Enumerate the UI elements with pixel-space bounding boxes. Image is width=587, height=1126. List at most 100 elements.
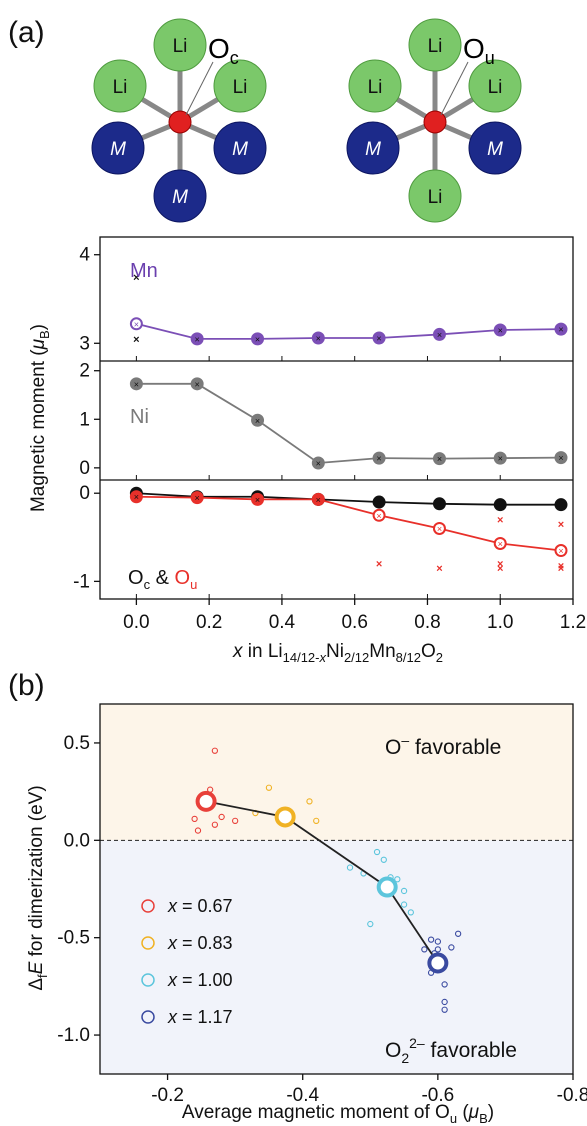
x-tick-label: -0.8	[557, 1085, 587, 1106]
li-atom-upper-left	[348, 59, 402, 113]
y-tick-label: 1	[79, 409, 90, 430]
legend-label: x = 1.17	[167, 1007, 233, 1027]
scatter-point	[211, 821, 219, 828]
panel-b-ylabel: ΔfE for dimerization (eV)	[26, 785, 50, 990]
x-tick-label: 0.6	[341, 612, 367, 633]
data-marker: ×	[558, 453, 563, 463]
mean-point	[427, 952, 449, 974]
extra-point: ×	[133, 272, 139, 284]
data-marker: ×	[255, 495, 260, 505]
legend-marker	[141, 899, 155, 913]
y-tick-label: 2	[79, 361, 90, 382]
data-point	[493, 536, 507, 550]
ou-scatter-point: ×	[497, 559, 503, 571]
o2-favorable-region	[100, 840, 573, 1074]
m-atom-lower-right	[468, 121, 522, 175]
data-marker: ×	[255, 416, 260, 426]
y-tick-label: 0	[79, 458, 90, 479]
oc-label: Oc	[208, 33, 239, 68]
data-marker: ×	[376, 498, 381, 508]
data-marker: ×	[558, 500, 563, 510]
mean-trend-line	[205, 800, 439, 964]
oxygen-atom-center	[168, 110, 192, 134]
atom-label: M	[487, 139, 503, 160]
data-point	[554, 322, 568, 336]
data-point	[129, 490, 143, 504]
scatter-point	[427, 936, 435, 943]
data-point	[129, 377, 143, 391]
ou-scatter-point: ×	[376, 559, 382, 571]
li-atom-upper-left	[93, 59, 147, 113]
y-tick-label: -0.5	[57, 928, 90, 949]
y-tick-label: -1	[73, 571, 90, 592]
data-marker: ×	[376, 511, 381, 521]
data-point	[190, 332, 204, 346]
m-atom-lower-left	[346, 121, 400, 175]
scatter-point	[191, 815, 198, 823]
scatter-point	[265, 784, 273, 791]
panel-a-frame	[99, 236, 574, 600]
scatter-point	[231, 817, 239, 824]
data-marker: ×	[195, 493, 200, 503]
data-marker: ×	[437, 330, 442, 340]
o2-favorable-label: O22– favorable	[385, 1035, 517, 1066]
li-atom-upper-right	[468, 59, 522, 113]
li-atom-top-left	[153, 18, 207, 72]
ou-scatter-point: ×	[436, 563, 442, 575]
atom-label: M	[172, 187, 188, 208]
panel-b-label: (b)	[8, 669, 45, 702]
m-atom-lower-right	[213, 121, 267, 175]
data-marker: ×	[498, 500, 503, 510]
li-atom-top	[408, 18, 462, 72]
legend-marker	[141, 936, 155, 950]
y-tick-label: -1.0	[57, 1025, 90, 1046]
scatter-point	[454, 930, 462, 937]
scatter-point	[441, 981, 448, 988]
data-point	[432, 497, 446, 511]
data-marker: ×	[134, 379, 139, 389]
scatter-point	[434, 938, 442, 945]
scatter-point	[367, 920, 374, 928]
scatter-point	[346, 864, 354, 871]
data-point	[372, 331, 386, 345]
series-line-oc	[136, 492, 561, 506]
scatter-point	[400, 887, 408, 895]
atom-label: Li	[488, 77, 503, 98]
scatter-point	[421, 946, 428, 953]
scatter-point	[441, 998, 448, 1006]
data-marker: ×	[437, 499, 442, 509]
series-line-mn	[136, 322, 562, 340]
x-tick-label: 0.8	[414, 612, 440, 633]
legend-marker	[141, 1010, 155, 1024]
panel-a-ylabel: Magnetic moment (μB)	[28, 324, 52, 512]
scatter-point	[313, 817, 320, 824]
oxygen-atom-center	[423, 110, 447, 134]
data-marker: ×	[134, 319, 139, 329]
extra-point: ×	[133, 334, 139, 346]
data-point	[372, 451, 386, 465]
scatter-point	[194, 827, 202, 834]
data-point	[554, 544, 568, 558]
data-point	[493, 451, 507, 465]
data-marker: ×	[498, 326, 503, 336]
structure-ou: Li Li Li M M Li Ou	[346, 18, 522, 223]
panel-a-xlabel: x in Li14/12-xNi2/12Mn8/12O2	[232, 641, 443, 665]
o-minus-favorable-label: O– favorable	[385, 732, 501, 759]
data-marker: ×	[255, 334, 260, 344]
x-tick-label: 0.2	[196, 612, 222, 633]
li-atom-upper-right	[213, 59, 267, 113]
data-point	[190, 491, 204, 505]
atom-label: Li	[113, 77, 128, 98]
data-point	[251, 492, 265, 506]
data-point	[493, 323, 507, 337]
mean-point	[195, 790, 217, 812]
scatter-point	[448, 944, 455, 951]
x-tick-label: -0.2	[151, 1085, 184, 1106]
data-point	[432, 327, 446, 341]
data-point	[554, 451, 568, 465]
data-point	[493, 498, 507, 512]
scatter-point	[218, 813, 225, 821]
data-point	[311, 492, 325, 506]
ou-scatter-point: ×	[558, 563, 564, 575]
